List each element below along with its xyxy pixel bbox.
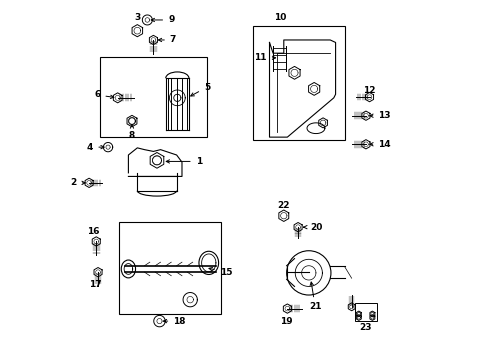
Text: 2: 2 [70, 178, 85, 187]
Text: 19: 19 [280, 316, 292, 325]
Text: 7: 7 [158, 36, 176, 45]
Bar [253, 26, 344, 140]
Text: 17: 17 [89, 280, 102, 289]
Text: 1: 1 [166, 157, 202, 166]
Text: 22: 22 [277, 201, 289, 210]
Text: 21: 21 [308, 282, 321, 311]
Text: 20: 20 [303, 222, 322, 231]
Text: 3: 3 [134, 13, 140, 22]
Bar [100, 57, 206, 137]
Text: 16: 16 [87, 227, 100, 236]
Text: 11: 11 [254, 53, 275, 62]
Text: 9: 9 [151, 15, 174, 24]
Text: 10: 10 [273, 13, 286, 22]
Text: 5: 5 [190, 83, 210, 96]
Text: 8: 8 [128, 125, 135, 140]
Text: 12: 12 [362, 86, 374, 95]
Text: 23: 23 [359, 323, 371, 332]
Text: 4: 4 [87, 143, 104, 152]
Bar [354, 303, 376, 321]
Bar [119, 222, 221, 314]
Text: 18: 18 [163, 316, 185, 325]
Text: 15: 15 [208, 267, 232, 277]
Text: 13: 13 [369, 111, 390, 120]
Text: 6: 6 [94, 90, 114, 99]
Text: 14: 14 [369, 140, 390, 149]
